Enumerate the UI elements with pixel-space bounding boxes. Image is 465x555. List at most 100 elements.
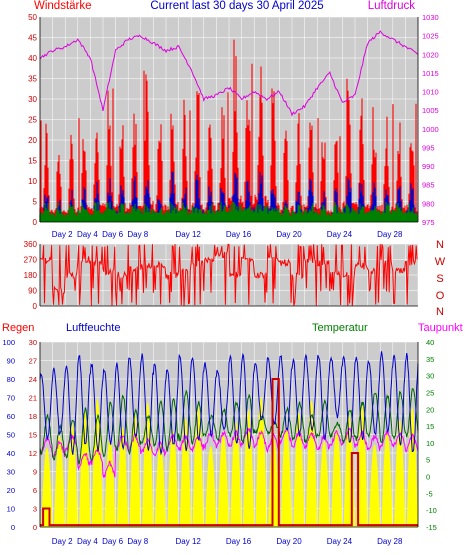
- temperature-tick-label: 40: [426, 338, 434, 347]
- temperature-tick-label: 20: [426, 405, 434, 414]
- day-tick-label: Day 12: [176, 537, 202, 546]
- pressure-tick-label: 1015: [422, 69, 439, 78]
- climate-lines: [39, 351, 419, 527]
- chart-title: Current last 30 days 30 April 2025: [150, 0, 323, 12]
- day-tick-label: Day 2: [52, 537, 73, 546]
- sun-peak: [104, 439, 116, 527]
- temperature-tick-label: 35: [426, 355, 434, 364]
- direction-tick-label: 180: [24, 271, 38, 280]
- humidity-tick-label: 50: [7, 431, 15, 440]
- wind-tick-label: 15: [28, 157, 37, 166]
- wind-tick-label: 50: [28, 13, 37, 22]
- temperature-tick-label: 25: [426, 388, 434, 397]
- sun-peak: [154, 442, 166, 527]
- sun-peak: [53, 435, 66, 527]
- sun-peak: [293, 412, 305, 527]
- humidity-tick-label: 100: [2, 338, 15, 347]
- sun-peak: [217, 433, 229, 527]
- pressure-tick-label: 1030: [422, 13, 439, 22]
- day-tick-label: Day 28: [377, 537, 403, 546]
- wind-tick-label: 40: [28, 54, 37, 63]
- sun-peak: [205, 446, 217, 527]
- day-tick-label: Day 4: [77, 537, 98, 546]
- day-tick-label: Day 20: [276, 230, 302, 239]
- day-tick-label: Day 12: [176, 230, 202, 239]
- sun-peak: [268, 437, 280, 527]
- regen-title: Regen: [2, 322, 34, 334]
- wind-gridlines: [39, 16, 419, 223]
- pressure-tick-label: 995: [422, 143, 435, 152]
- day-tick-label: Day 24: [327, 537, 353, 546]
- humidity-tick-label: 70: [7, 394, 15, 403]
- pressure-tick-label: 985: [422, 181, 435, 190]
- wind-tick-label: 5: [33, 198, 38, 207]
- humidity-tick-label: 10: [7, 505, 15, 514]
- regen-tick-label: 15: [29, 431, 37, 440]
- sun-peak: [394, 419, 406, 527]
- wind-tick-label: 10: [28, 177, 37, 186]
- direction-tick-label: 0: [33, 302, 38, 311]
- direction-tick-label: 270: [24, 256, 38, 265]
- sun-peak: [66, 423, 78, 527]
- wind-axes: 0510152025303540455097598098599099510001…: [28, 13, 439, 239]
- compass-label: O: [436, 290, 445, 302]
- sun-peak: [192, 405, 204, 527]
- wind-tick-label: 45: [28, 34, 37, 43]
- regen-tick-label: 30: [29, 338, 37, 347]
- luftfeuchte-title: Luftfeuchte: [66, 322, 120, 334]
- day-tick-label: Day 6: [102, 230, 123, 239]
- sun-peak: [255, 396, 267, 527]
- humidity-tick-label: 80: [7, 375, 15, 384]
- pressure-tick-label: 975: [422, 218, 435, 227]
- pressure-tick-label: 980: [422, 199, 435, 208]
- taupunkt-title: Taupunkt: [418, 322, 463, 334]
- humidity-tick-label: 30: [7, 468, 15, 477]
- humidity-tick-label: 60: [7, 412, 15, 421]
- climate-axes: 0102030405060708090100036912151821242730…: [2, 338, 436, 546]
- wind-tick-label: 0: [33, 218, 38, 227]
- pressure-tick-label: 990: [422, 162, 435, 171]
- sun-peak: [368, 444, 381, 527]
- compass-label: N: [436, 239, 444, 251]
- sun-peak: [280, 425, 292, 527]
- temperature-tick-label: 30: [426, 372, 434, 381]
- sun-peak: [406, 407, 418, 527]
- day-tick-label: Day 28: [377, 230, 403, 239]
- direction-tick-label: 90: [28, 287, 37, 296]
- day-tick-label: Day 8: [127, 537, 148, 546]
- humidity-line: [39, 351, 419, 456]
- direction-line-group: [39, 243, 418, 307]
- compass-label: N: [436, 306, 444, 318]
- sun-peak: [381, 432, 393, 527]
- regen-tick-label: 6: [33, 486, 37, 495]
- luftdruck-title: Luftdruck: [368, 0, 416, 12]
- day-tick-label: Day 2: [52, 230, 73, 239]
- day-tick-label: Day 16: [226, 230, 252, 239]
- sun-peak: [167, 430, 179, 527]
- temperature-line: [39, 388, 419, 465]
- regen-tick-label: 27: [29, 357, 37, 366]
- sun-peak: [356, 403, 368, 527]
- temperature-tick-label: -15: [426, 523, 437, 532]
- humidity-tick-label: 20: [7, 486, 15, 495]
- day-tick-label: Day 20: [276, 537, 302, 546]
- sun-peak: [318, 440, 330, 527]
- temperature-tick-label: -5: [426, 489, 433, 498]
- pressure-line-group: [39, 30, 419, 117]
- compass-label: S: [436, 273, 443, 285]
- sun-peak: [129, 414, 141, 527]
- temperature-tick-label: 0: [426, 473, 430, 482]
- humidity-tick-label: 0: [11, 523, 15, 532]
- wind-direction-line: [39, 243, 418, 307]
- day-tick-label: Day 4: [77, 230, 98, 239]
- pressure-tick-label: 1020: [422, 50, 439, 59]
- day-tick-label: Day 8: [127, 230, 148, 239]
- regen-tick-label: 12: [29, 449, 37, 458]
- day-tick-label: Day 24: [327, 230, 353, 239]
- sun-peak: [116, 426, 129, 527]
- pressure-tick-label: 1005: [422, 106, 439, 115]
- regen-tick-label: 18: [29, 412, 37, 421]
- rain-line: [40, 378, 418, 527]
- windstaerke-title: Windstärke: [34, 0, 92, 12]
